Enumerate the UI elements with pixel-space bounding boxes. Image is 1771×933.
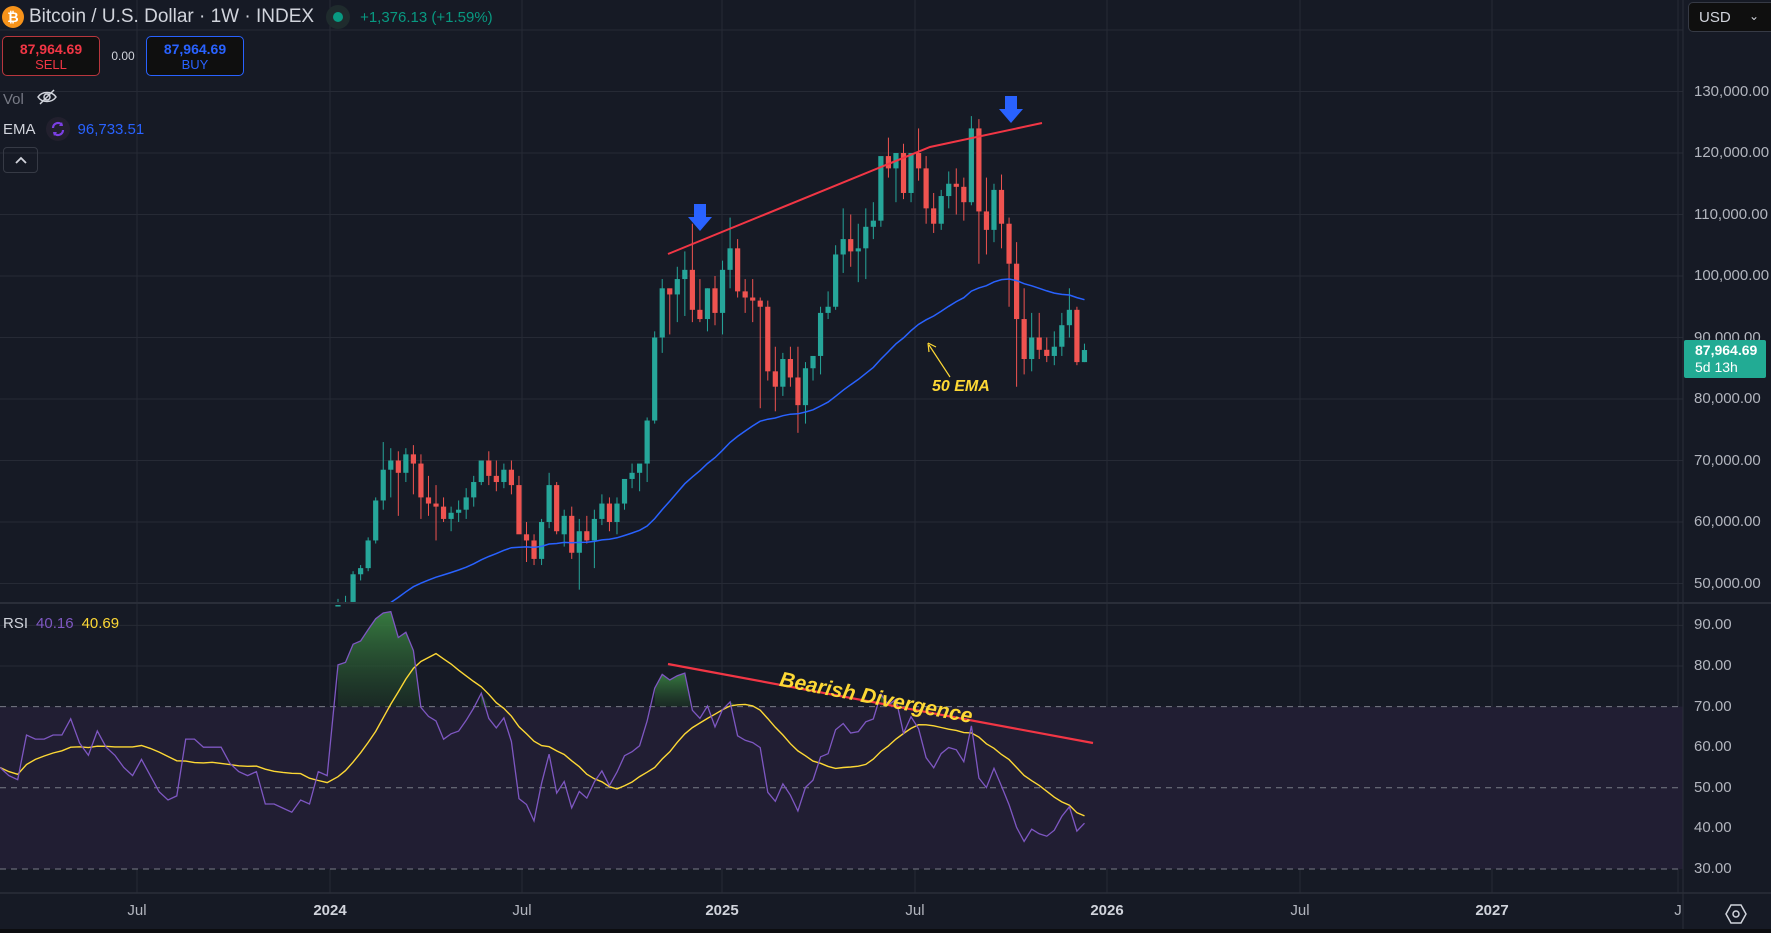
drawings[interactable]	[667, 96, 1094, 745]
arrow-down-icon	[688, 204, 712, 231]
ema-50-line	[390, 278, 1085, 604]
chevron-down-icon: ⌄	[1748, 9, 1759, 23]
last-price-label: 87,964.69 5d 13h	[1684, 340, 1766, 378]
rsi-tick: 80.00	[1694, 657, 1732, 674]
rsi-line	[0, 610, 1085, 843]
collapse-legend-button[interactable]	[3, 147, 38, 173]
rsi-level-lines	[0, 706, 1683, 870]
ema-indicator-legend[interactable]: EMA 96,733.51	[3, 117, 144, 141]
price-tick: 70,000.00	[1694, 451, 1761, 469]
rsi-overbought-fill	[338, 611, 904, 707]
sell-button[interactable]: 87,964.69 SELL	[2, 36, 100, 76]
time-tick: Jul	[1290, 902, 1310, 919]
spread-value: 0.00	[111, 49, 135, 63]
rsi-tick: 90.00	[1694, 616, 1732, 634]
rsi-tick: 70.00	[1694, 697, 1732, 715]
rsi-legend[interactable]: RSI 40.16 40.69	[3, 615, 119, 632]
rsi-tick: 40.00	[1694, 819, 1732, 837]
price-change: +1,376.13 (+1.59%)	[360, 8, 493, 26]
sell-price: 87,964.69	[19, 40, 83, 57]
rsi-tick: 50.00	[1694, 778, 1732, 796]
market-status-icon[interactable]	[326, 5, 351, 29]
rsi-trendline	[667, 662, 1094, 745]
bitcoin-logo-icon: ₿	[2, 6, 24, 28]
symbol-header: ₿ Bitcoin / U.S. Dollar · 1W · INDEX +1,…	[2, 4, 493, 30]
ema-annotation-text[interactable]: 50 EMA	[932, 378, 990, 395]
buy-button[interactable]: 87,964.69 BUY	[146, 36, 244, 76]
price-tick: 110,000.00	[1694, 205, 1768, 223]
price-tick: 120,000.00	[1694, 144, 1770, 161]
rsi-value: 40.16	[36, 615, 74, 632]
time-tick: 2026	[1090, 902, 1124, 919]
bar-countdown: 5d 13h	[1695, 359, 1738, 375]
buy-price: 87,964.69	[163, 40, 227, 57]
rsi-ma-value: 40.69	[81, 615, 120, 632]
rsi-tick: 30.00	[1694, 860, 1732, 877]
eye-off-icon[interactable]	[36, 88, 58, 110]
last-price-value: 87,964.69	[1695, 342, 1758, 358]
price-tick: 50,000.00	[1694, 574, 1761, 592]
rsi-ma-line	[0, 652, 1085, 817]
currency-value: USD	[1699, 8, 1731, 26]
loading-icon	[45, 117, 70, 141]
ema-value: 96,733.51	[77, 120, 145, 138]
time-tick: 2027	[1475, 902, 1509, 919]
trade-buttons: 87,964.69 SELL 0.00 87,964.69 BUY	[2, 36, 244, 76]
chart-settings-button[interactable]	[1722, 900, 1750, 928]
sell-label: SELL	[35, 56, 67, 72]
time-tick: J	[1674, 902, 1682, 919]
chevron-up-icon	[14, 156, 27, 164]
time-tick: Jul	[905, 902, 925, 919]
settings-icon	[1725, 904, 1747, 924]
price-tick: 100,000.00	[1694, 267, 1770, 284]
symbol-title[interactable]: Bitcoin / U.S. Dollar · 1W · INDEX	[29, 6, 315, 27]
candlestick-series	[335, 116, 1088, 607]
rsi-label: RSI	[3, 615, 29, 632]
annotation-arrow-icon	[927, 342, 937, 353]
buy-label: BUY	[181, 56, 209, 72]
price-tick: 130,000.00	[1694, 82, 1770, 100]
price-tick: 80,000.00	[1694, 390, 1761, 407]
bottom-edge	[0, 929, 1771, 933]
ema-label: EMA	[3, 120, 36, 138]
time-tick: 2024	[313, 902, 347, 919]
time-tick: Jul	[127, 902, 147, 919]
price-tick: 60,000.00	[1694, 513, 1761, 530]
rsi-tick: 60.00	[1694, 738, 1732, 756]
time-tick: Jul	[512, 902, 532, 919]
currency-select[interactable]: USD ⌄	[1688, 2, 1771, 32]
price-trendline	[667, 122, 1043, 255]
arrow-down-icon	[999, 96, 1023, 123]
volume-indicator-legend[interactable]: Vol	[3, 88, 58, 110]
vol-label: Vol	[3, 90, 24, 108]
time-tick: 2025	[705, 902, 739, 919]
